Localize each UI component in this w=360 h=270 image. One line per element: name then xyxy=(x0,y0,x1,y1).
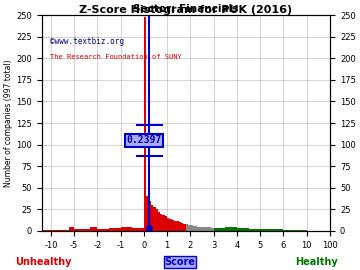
Bar xyxy=(301,230,307,231)
Bar xyxy=(214,228,225,231)
Bar xyxy=(200,227,202,231)
Bar xyxy=(156,209,158,231)
Bar xyxy=(160,214,162,231)
Bar xyxy=(202,227,204,231)
Bar xyxy=(74,229,82,231)
Bar xyxy=(188,225,190,231)
Bar xyxy=(149,201,151,231)
Bar xyxy=(179,222,181,231)
Bar xyxy=(153,207,156,231)
Bar xyxy=(181,223,184,231)
Bar xyxy=(60,230,69,231)
Bar xyxy=(197,227,200,231)
Bar xyxy=(248,229,260,231)
Bar xyxy=(90,227,97,231)
Text: Healthy: Healthy xyxy=(296,257,338,267)
Bar xyxy=(41,230,51,231)
Bar xyxy=(165,216,167,231)
Bar xyxy=(237,228,248,231)
Bar xyxy=(204,227,207,231)
Bar xyxy=(121,227,132,231)
Text: Score: Score xyxy=(165,257,195,267)
Bar xyxy=(82,229,90,231)
Bar xyxy=(170,219,172,231)
Text: The Research Foundation of SUNY: The Research Foundation of SUNY xyxy=(50,54,182,60)
Bar xyxy=(289,230,301,231)
Bar xyxy=(186,224,188,231)
Text: ©www.textbiz.org: ©www.textbiz.org xyxy=(50,37,124,46)
Bar xyxy=(172,220,174,231)
Bar xyxy=(146,196,149,231)
Bar xyxy=(260,229,272,231)
Text: 0.2397: 0.2397 xyxy=(126,135,161,145)
Bar xyxy=(209,227,211,231)
Y-axis label: Number of companies (997 total): Number of companies (997 total) xyxy=(4,59,13,187)
Bar xyxy=(151,205,153,231)
Title: Z-Score Histogram for PUK (2016): Z-Score Histogram for PUK (2016) xyxy=(79,5,292,15)
Bar xyxy=(225,227,237,231)
Bar xyxy=(158,212,160,231)
Bar xyxy=(144,17,146,231)
Bar xyxy=(272,229,283,231)
Bar xyxy=(167,218,170,231)
Bar xyxy=(176,221,179,231)
Bar xyxy=(174,221,176,231)
Bar xyxy=(109,228,121,231)
Bar xyxy=(193,226,195,231)
Text: Sector: Financials: Sector: Financials xyxy=(133,4,239,14)
Text: Unhealthy: Unhealthy xyxy=(15,257,71,267)
Bar xyxy=(51,230,60,231)
Bar xyxy=(195,226,197,231)
Bar xyxy=(207,227,209,231)
Bar xyxy=(69,227,74,231)
Bar xyxy=(162,215,165,231)
Bar xyxy=(283,230,289,231)
Bar xyxy=(184,224,186,231)
Bar xyxy=(190,225,193,231)
Bar xyxy=(97,229,109,231)
Bar xyxy=(132,228,144,231)
Bar xyxy=(211,228,214,231)
